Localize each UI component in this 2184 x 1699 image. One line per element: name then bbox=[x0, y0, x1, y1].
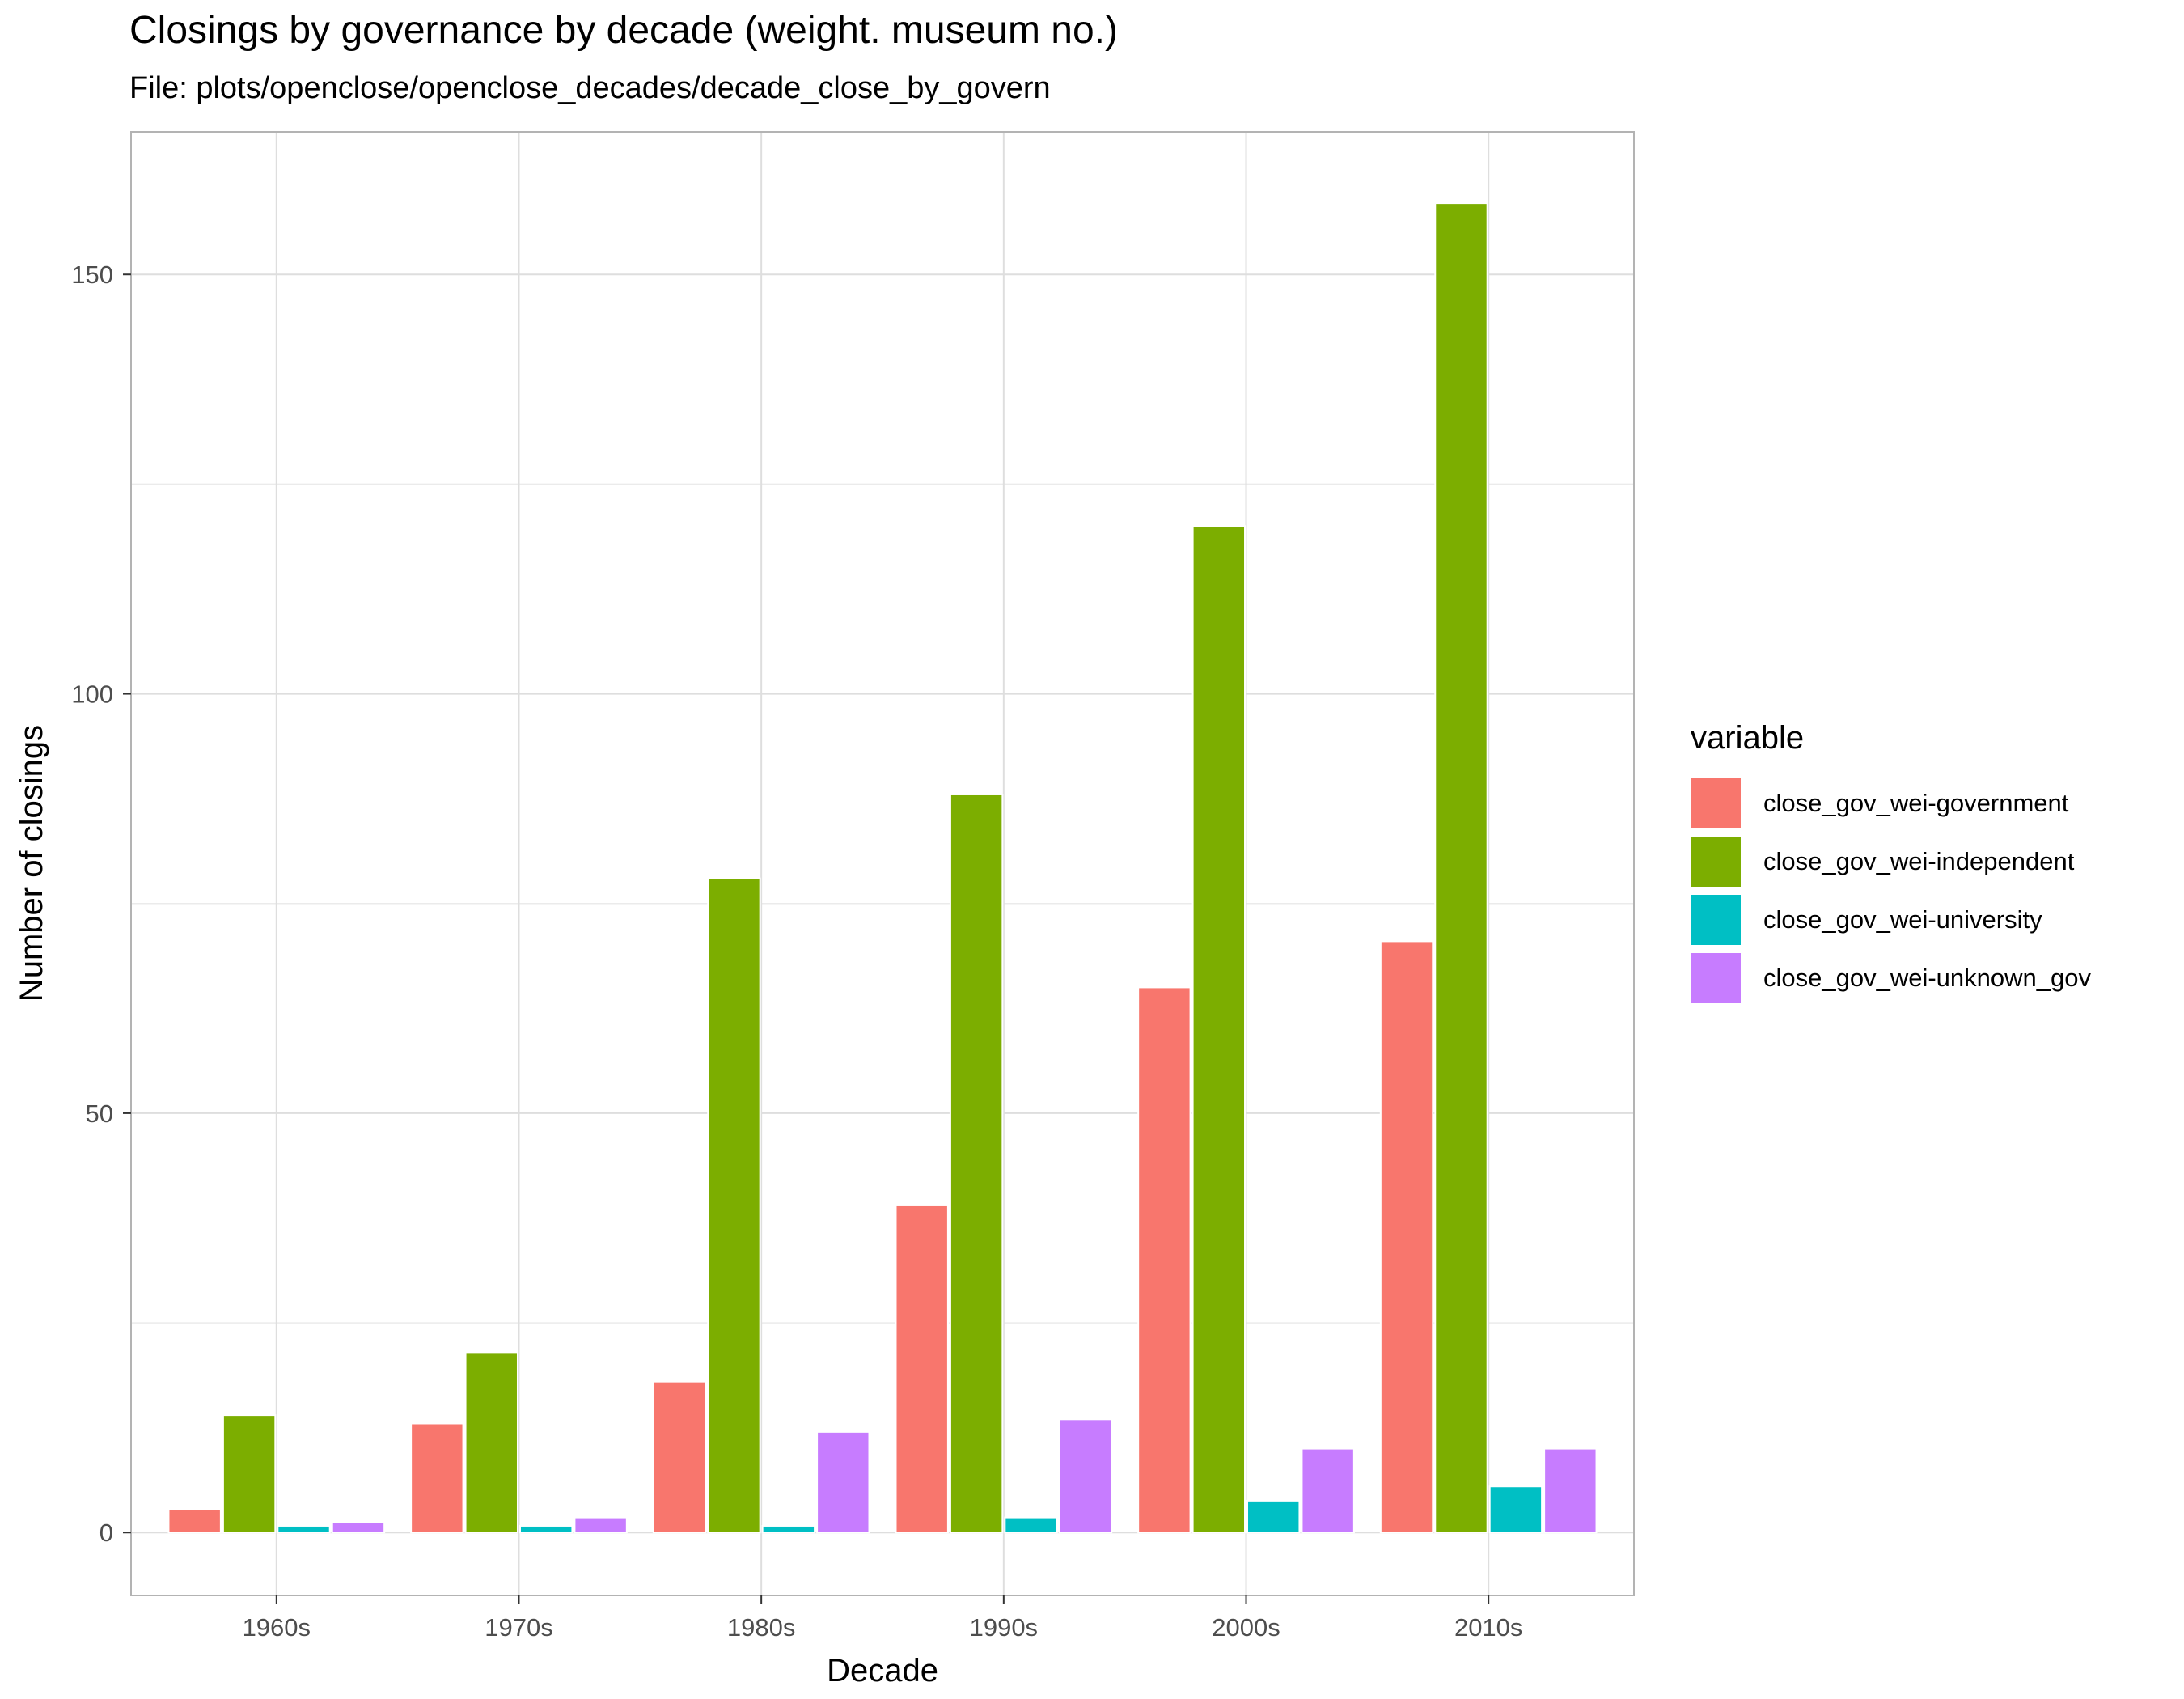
x-tick-label: 1960s bbox=[243, 1613, 311, 1642]
bar-close-gov-wei-university-1990s bbox=[1004, 1516, 1058, 1534]
bar-close-gov-wei-unknown-gov-2000s bbox=[1301, 1447, 1355, 1534]
y-tick-label: 0 bbox=[99, 1519, 113, 1547]
legend-title: variable bbox=[1691, 720, 1805, 756]
bar-close-gov-wei-university-2000s bbox=[1246, 1499, 1301, 1534]
bar-close-gov-wei-government-1990s bbox=[895, 1204, 949, 1534]
x-axis-ticks: 1960s 1970s 1980s 1990s 2000s 2010s bbox=[243, 1595, 1522, 1642]
chart-title: Closings by governance by decade (weight… bbox=[129, 9, 1118, 52]
legend-item: close_gov_wei-government bbox=[1691, 774, 2091, 833]
y-tick-label: 150 bbox=[71, 261, 113, 289]
bar-close-gov-wei-independent-1980s bbox=[707, 877, 761, 1534]
legend-item: close_gov_wei-university bbox=[1691, 891, 2091, 949]
y-tick-label: 50 bbox=[86, 1099, 113, 1128]
legend-label: close_gov_wei-government bbox=[1763, 789, 2069, 817]
bar-close-gov-wei-unknown-gov-1960s bbox=[331, 1521, 386, 1534]
x-axis-title: Decade bbox=[827, 1653, 938, 1688]
legend-key bbox=[1691, 778, 1741, 828]
bar-close-gov-wei-independent-1970s bbox=[464, 1351, 518, 1534]
bar-close-gov-wei-government-1960s bbox=[167, 1508, 222, 1534]
bar-close-gov-wei-university-1980s bbox=[761, 1524, 816, 1534]
legend-items: close_gov_wei-government close_gov_wei-in… bbox=[1691, 774, 2091, 1007]
x-tick-label: 1970s bbox=[485, 1613, 552, 1642]
bar-close-gov-wei-independent-2000s bbox=[1191, 525, 1246, 1534]
bar-close-gov-wei-unknown-gov-1980s bbox=[816, 1430, 870, 1534]
y-tick-label: 100 bbox=[71, 680, 113, 709]
bar-close-gov-wei-unknown-gov-2010s bbox=[1543, 1447, 1598, 1534]
y-axis-ticks: 0 50 100 150 bbox=[71, 261, 131, 1547]
bars bbox=[167, 202, 1598, 1534]
chart-subtitle: File: plots/openclose/openclose_decades/… bbox=[129, 71, 1051, 105]
y-axis-title: Number of closings bbox=[14, 725, 49, 1002]
x-tick-label: 2010s bbox=[1454, 1613, 1522, 1642]
legend-item: close_gov_wei-independent bbox=[1691, 833, 2091, 891]
bar-close-gov-wei-independent-1990s bbox=[949, 793, 1004, 1534]
x-tick-label: 1980s bbox=[727, 1613, 795, 1642]
legend-label: close_gov_wei-university bbox=[1763, 905, 2042, 934]
bar-close-gov-wei-government-1980s bbox=[652, 1380, 707, 1534]
bar-close-gov-wei-unknown-gov-1970s bbox=[574, 1516, 628, 1534]
bar-close-gov-wei-university-1960s bbox=[277, 1524, 331, 1534]
legend-label: close_gov_wei-unknown_gov bbox=[1763, 964, 2091, 992]
bar-close-gov-wei-university-2010s bbox=[1488, 1485, 1543, 1534]
plot-border bbox=[130, 131, 1635, 1596]
legend-key bbox=[1691, 837, 1741, 887]
legend-key bbox=[1691, 895, 1741, 945]
bar-close-gov-wei-government-1970s bbox=[410, 1422, 464, 1534]
bar-close-gov-wei-government-2000s bbox=[1137, 986, 1191, 1534]
bar-close-gov-wei-government-2010s bbox=[1379, 940, 1434, 1534]
x-tick-label: 2000s bbox=[1212, 1613, 1280, 1642]
legend-label: close_gov_wei-independent bbox=[1763, 847, 2075, 875]
bar-close-gov-wei-independent-2010s bbox=[1434, 202, 1488, 1534]
bar-close-gov-wei-university-1970s bbox=[518, 1524, 574, 1534]
legend-key bbox=[1691, 953, 1741, 1003]
x-tick-label: 1990s bbox=[970, 1613, 1038, 1642]
legend: variable close_gov_wei-government close_g… bbox=[1691, 720, 2091, 1007]
legend-item: close_gov_wei-unknown_gov bbox=[1691, 949, 2091, 1007]
bar-close-gov-wei-independent-1960s bbox=[222, 1414, 277, 1534]
bar-close-gov-wei-unknown-gov-1990s bbox=[1058, 1418, 1113, 1534]
